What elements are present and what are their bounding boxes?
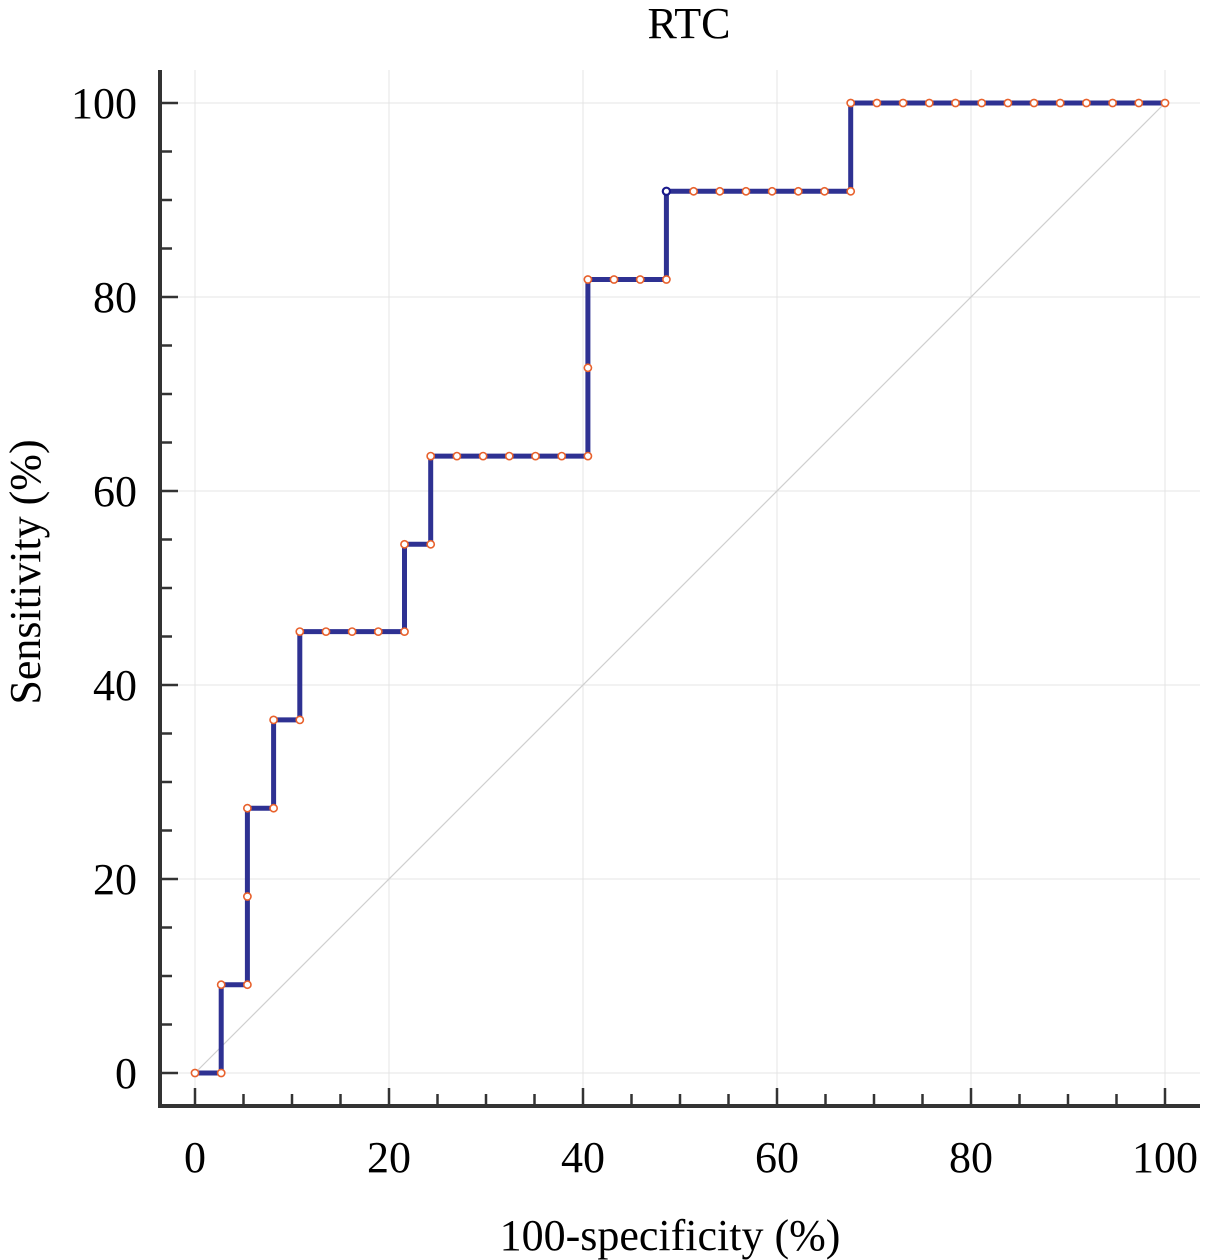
data-point (400, 539, 409, 549)
y-axis-label: Sensitivity (%) (1, 439, 50, 704)
x-tick-label: 100 (1132, 1133, 1198, 1182)
data-point (504, 451, 514, 461)
x-axis-label: 100-specificity (%) (500, 1211, 841, 1260)
data-point (269, 715, 278, 725)
data-point (242, 980, 252, 990)
y-tick-label: 0 (115, 1049, 137, 1098)
data-point (1055, 98, 1065, 108)
data-point (295, 627, 305, 636)
data-point (820, 186, 829, 196)
data-point (531, 451, 540, 461)
x-tick-label: 80 (949, 1133, 993, 1182)
data-point (635, 275, 645, 284)
data-point (741, 186, 751, 196)
data-point (452, 451, 462, 461)
x-tick-label: 20 (367, 1133, 411, 1182)
data-point (583, 275, 593, 284)
axes (158, 70, 1200, 1108)
y-tick-label: 40 (93, 661, 137, 710)
data-point (242, 803, 252, 813)
data-point (872, 98, 882, 108)
data-point (242, 892, 252, 901)
y-tick-label: 80 (93, 273, 137, 322)
data-point (1134, 98, 1144, 108)
x-tick-label: 60 (755, 1133, 799, 1182)
data-point (400, 627, 409, 636)
data-point (1082, 98, 1091, 108)
data-point (557, 451, 567, 461)
data-point (583, 363, 593, 373)
roc-markers (190, 98, 1170, 1078)
x-tick-label: 40 (561, 1133, 605, 1182)
x-tick-label: 0 (184, 1133, 206, 1182)
data-point (767, 186, 777, 196)
y-tick-labels: 0 20 40 60 80 100 (71, 79, 137, 1098)
data-point (295, 715, 305, 725)
data-point (321, 627, 331, 636)
data-point (216, 1068, 226, 1078)
highlight-point (661, 186, 672, 196)
data-point (269, 803, 278, 813)
data-point (426, 451, 436, 461)
data-point (846, 186, 856, 196)
data-point (1029, 98, 1039, 108)
data-point (924, 98, 934, 108)
data-point (216, 980, 226, 990)
data-point (898, 98, 908, 108)
data-point (1108, 98, 1117, 108)
y-tick-label: 100 (71, 79, 137, 128)
data-point (977, 98, 987, 108)
data-point (1160, 98, 1170, 108)
data-point (793, 186, 803, 196)
data-point (689, 186, 698, 196)
data-point (347, 627, 357, 636)
x-tick-labels: 0 20 40 60 80 100 (184, 1133, 1198, 1182)
data-point (846, 98, 856, 108)
chart-title: RTC (648, 0, 731, 48)
data-point (951, 98, 960, 108)
data-point (426, 539, 436, 549)
grid (160, 70, 1200, 1106)
data-point (190, 1068, 200, 1078)
data-point (478, 451, 488, 461)
data-point (373, 627, 383, 636)
y-tick-label: 60 (93, 467, 137, 516)
reference-diagonal (194, 102, 1166, 1074)
data-point (1003, 98, 1013, 108)
data-point (583, 451, 593, 461)
y-tick-label: 20 (93, 855, 137, 904)
data-point (609, 275, 619, 284)
data-point (662, 275, 671, 284)
data-point (715, 186, 725, 196)
